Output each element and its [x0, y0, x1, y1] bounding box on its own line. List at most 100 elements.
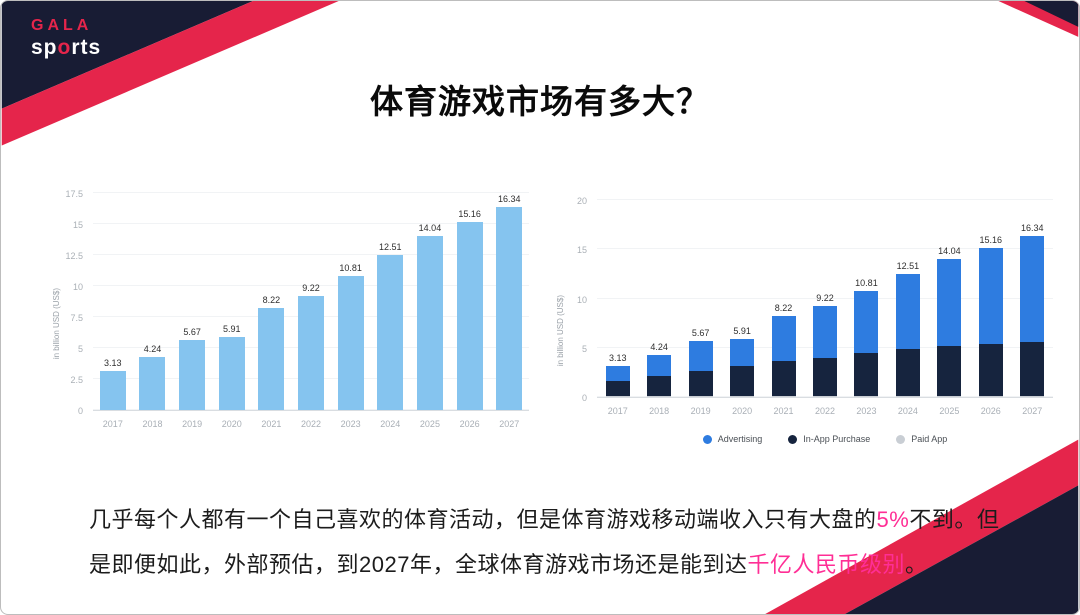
- bar-column-2022: 9.22: [291, 283, 331, 410]
- bar-column-2019: 5.67: [172, 327, 212, 410]
- bar-value-label: 9.22: [302, 282, 320, 293]
- bar-segment-paid-app: [854, 396, 879, 397]
- bar-value-label: 12.51: [896, 260, 920, 271]
- y-tick-label: 15: [576, 245, 587, 256]
- footer-text-block: 几乎每个人都有一个自己喜欢的体育活动，但是体育游戏移动端收入只有大盘的5%不到。…: [89, 497, 1034, 587]
- bar-segment-in-app-purchase: [730, 366, 755, 397]
- bar-segment-advertising: [688, 341, 713, 372]
- bar-2022: [298, 295, 325, 410]
- footer-highlight: 千亿人民币级别: [747, 552, 905, 577]
- x-tick-label: 2027: [1022, 406, 1043, 416]
- bar-value-label: 8.22: [774, 303, 793, 314]
- y-axis-ticks: 0 5 10 15 20: [553, 196, 591, 403]
- bar-2023: [337, 275, 364, 410]
- bar-value-label: 5.91: [733, 325, 751, 336]
- bar-segment-in-app-purchase: [812, 357, 837, 397]
- bar-value-label: 8.22: [262, 295, 281, 306]
- bar-2021: [258, 308, 285, 410]
- bar-value-label: 5.91: [222, 323, 241, 334]
- plot-area: 3.13 4.24 5.67 5.91 8.22 9.22 10.81 12.51 14.04 1…: [93, 192, 529, 411]
- legend-item: In-App Purchase: [788, 434, 870, 444]
- x-tick-label: 2026: [459, 419, 480, 429]
- x-tick-label: 2020: [732, 406, 753, 416]
- bar-segment-in-app-purchase: [605, 381, 630, 397]
- bar-value-label: 3.13: [608, 353, 627, 364]
- bar-segment-paid-app: [730, 396, 755, 397]
- bar-segment-in-app-purchase: [854, 352, 879, 397]
- bar-segment-advertising: [812, 306, 837, 358]
- bar-value-label: 14.04: [418, 222, 442, 233]
- bar-value-label: 16.34: [1020, 223, 1044, 234]
- x-tick-label: 2023: [340, 419, 361, 429]
- bar-column-2019: 5.67: [680, 328, 721, 397]
- bar-column-2021: 8.22: [252, 295, 292, 410]
- bar-column-2017: 3.13: [597, 353, 638, 397]
- x-tick-label: 2019: [690, 406, 711, 416]
- y-tick-label: 10: [72, 282, 83, 292]
- bar-value-label: 16.34: [497, 194, 521, 205]
- gala-sports-logo: GALA sports: [31, 16, 101, 59]
- x-tick-label: 2025: [419, 419, 440, 429]
- bar-value-label: 15.16: [979, 234, 1003, 245]
- bar-column-2023: 10.81: [331, 263, 371, 410]
- legend-item: Advertising: [702, 434, 763, 444]
- x-tick-label: 2020: [221, 419, 242, 429]
- bar-segment-in-app-purchase: [978, 343, 1003, 397]
- bar-2024: [377, 254, 404, 410]
- bar-column-2021: 8.22: [763, 303, 804, 397]
- gridline: [93, 223, 529, 224]
- bar-segment-paid-app: [1020, 396, 1045, 397]
- y-tick-label: 12.5: [65, 251, 83, 261]
- chart-market-size-bar: in billion USD (US$) 0 2.5 5 7.5 10 12.5 15 17.…: [49, 179, 537, 451]
- bar-2019: [179, 339, 206, 410]
- y-tick-label: 0: [581, 393, 587, 403]
- x-tick-label: 2018: [142, 419, 163, 429]
- bar-column-2025: 14.04: [929, 246, 970, 397]
- logo-gala-text: GALA: [31, 17, 93, 34]
- bar-segment-advertising: [605, 366, 630, 382]
- bar-value-label: 14.04: [938, 245, 961, 256]
- y-tick-label: 7.5: [70, 313, 83, 323]
- y-tick-label: 0: [77, 406, 83, 416]
- bar-segment-in-app-purchase: [937, 345, 962, 397]
- bar-value-label: 9.22: [816, 293, 834, 304]
- bar-column-2024: 12.51: [370, 242, 410, 410]
- logo-sports-sp: sp: [31, 36, 58, 59]
- y-tick-label: 5: [77, 344, 83, 354]
- bar-2018: [139, 357, 166, 410]
- bar-column-2018: 4.24: [638, 342, 679, 397]
- x-tick-label: 2017: [102, 419, 123, 429]
- slide-title: 体育游戏市场有多大？: [370, 83, 710, 120]
- footer-line: 是即便如此，外部预估，到2027年，全球体育游戏市场还是能到达千亿人民币级别。: [89, 542, 1034, 587]
- bar-value-label: 10.81: [339, 262, 362, 273]
- x-tick-label: 2024: [897, 406, 918, 416]
- bar-segment-advertising: [937, 258, 962, 346]
- legend-label: Advertising: [717, 434, 763, 444]
- bar-2027: [496, 207, 523, 410]
- bar-segment-in-app-purchase: [771, 360, 796, 397]
- bar-column-2017: 3.13: [93, 358, 133, 410]
- bars-row: 3.13 4.24 5.67 5.91 8.22 9.22 10.81 12.51 14.04 1…: [93, 193, 529, 410]
- bar-segment-paid-app: [771, 396, 796, 397]
- legend-item: Paid App: [896, 434, 947, 444]
- bar-column-2026: 15.16: [450, 209, 490, 410]
- x-axis-labels: 2017 2018 2019 2020 2021 2022 2023 2024 2025 2026…: [597, 406, 1053, 416]
- bar-segment-advertising: [730, 338, 755, 367]
- x-tick-label: 2026: [980, 406, 1001, 416]
- bar-segment-in-app-purchase: [688, 371, 713, 397]
- bar-2020: [218, 336, 245, 410]
- bar-segment-paid-app: [978, 396, 1003, 397]
- bar-column-2027: 16.34: [489, 194, 529, 410]
- logo-sports-o: o: [57, 36, 72, 59]
- gridline: [93, 285, 529, 286]
- bar-segment-advertising: [978, 247, 1003, 344]
- bar-value-label: 4.24: [650, 342, 668, 353]
- y-tick-label: 10: [576, 294, 587, 305]
- bar-segment-advertising: [895, 273, 920, 349]
- x-tick-label: 2022: [814, 406, 835, 416]
- bar-2025: [416, 235, 443, 410]
- y-tick-label: 20: [576, 196, 587, 206]
- chart-revenue-stacked-bar: in billion USD (US$) 0 5 10 15 20 3.13 4.24 5.…: [553, 186, 1061, 458]
- bar-segment-advertising: [1020, 236, 1045, 342]
